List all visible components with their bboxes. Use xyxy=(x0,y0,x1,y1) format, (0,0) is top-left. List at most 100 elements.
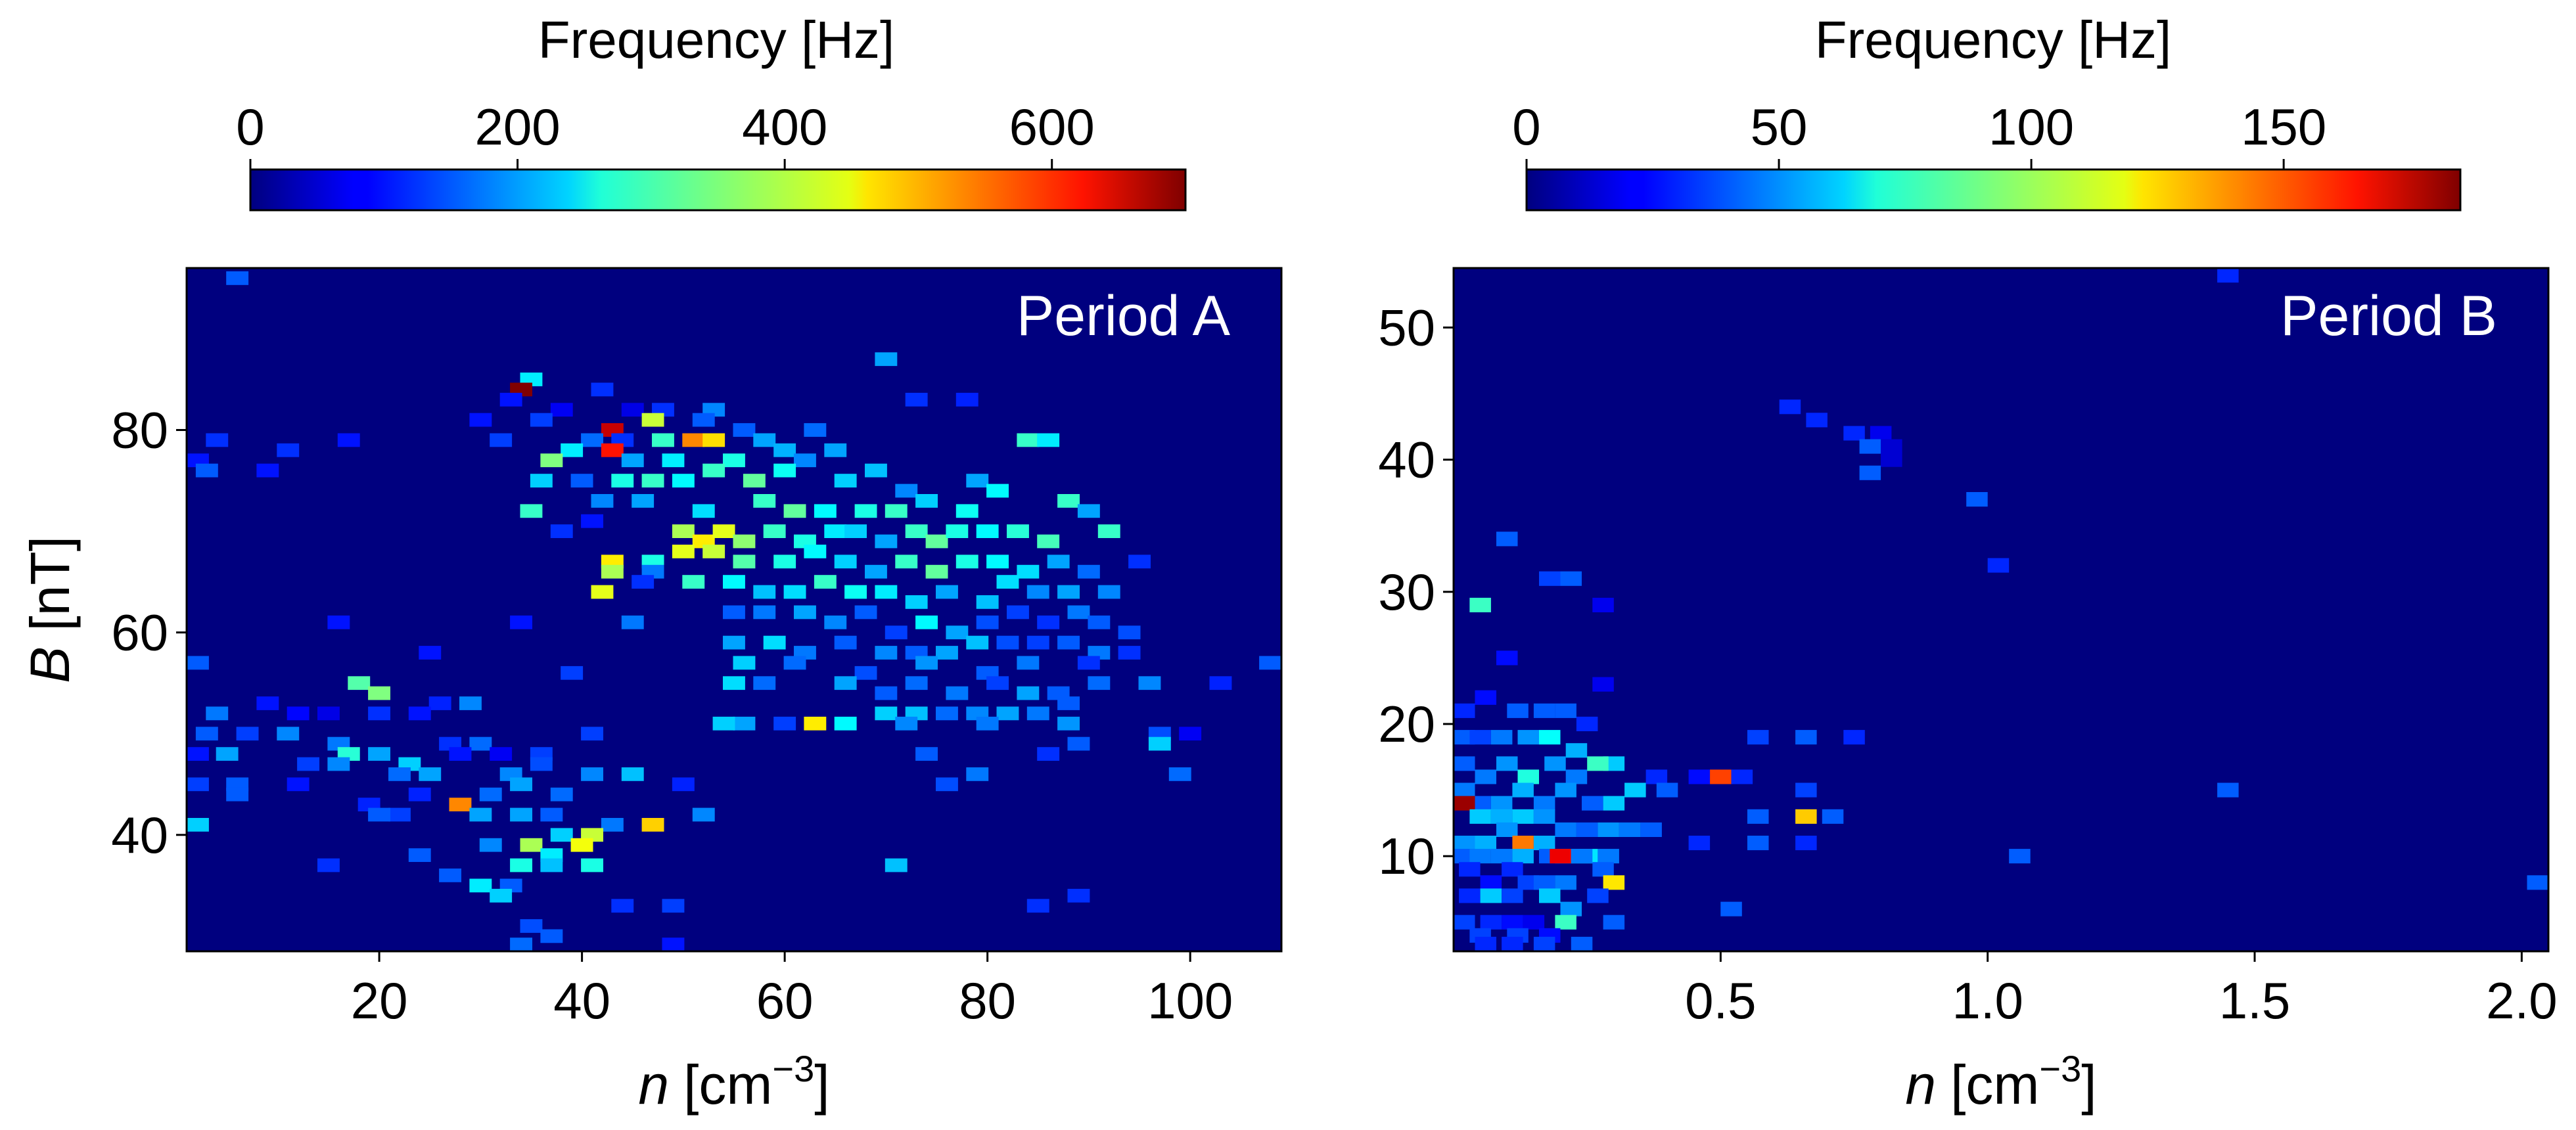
heatmap-b-cell xyxy=(1496,650,1518,666)
heatmap-a-cell xyxy=(814,575,837,589)
heatmap-a-cell xyxy=(581,433,603,447)
heatmap-b-cell xyxy=(1624,782,1646,798)
heatmap-b-cell xyxy=(1859,439,1881,454)
heatmap-a-cell xyxy=(388,807,411,822)
heatmap-a-cell xyxy=(530,757,553,771)
heatmap-a-cell xyxy=(672,474,695,487)
heatmap-a-cell xyxy=(540,453,563,468)
heatmap-b-cell xyxy=(1587,888,1609,903)
heatmap-b-cell xyxy=(1523,915,1545,930)
heatmap-a-cell xyxy=(936,646,958,660)
heatmap-b-cell xyxy=(1533,796,1555,811)
heatmap-a-cell xyxy=(1088,615,1111,629)
heatmap-b-cell xyxy=(1512,836,1534,851)
heatmap-a-cell xyxy=(672,777,695,792)
heatmap-a-cell xyxy=(499,392,522,407)
heatmap-b-frame xyxy=(1452,267,2550,953)
heatmap-b-cell xyxy=(1550,849,1571,864)
heatmap-b-cell xyxy=(1565,769,1588,784)
heatmap-b-cell xyxy=(1469,597,1491,612)
heatmap-a-cell xyxy=(601,443,624,457)
heatmap-b-cell xyxy=(1731,769,1753,784)
heatmap-a-cell xyxy=(408,706,431,721)
heatmap-a-cell xyxy=(936,585,958,599)
heatmap-a-cell xyxy=(692,807,715,822)
heatmap-a-cell xyxy=(570,838,593,852)
heatmap-a-cell xyxy=(1057,635,1080,650)
heatmap-b-cell xyxy=(1592,862,1614,877)
heatmap-b-background xyxy=(1454,268,2548,951)
colorbar-tick-label: 200 xyxy=(475,98,561,156)
heatmap-a-cell xyxy=(865,564,887,579)
heatmap-a-cell xyxy=(1037,433,1060,447)
heatmap-a-cell xyxy=(723,676,745,690)
heatmap-b-cell xyxy=(1496,756,1518,771)
heatmap-b-cell xyxy=(1539,730,1561,745)
heatmap-a-cell xyxy=(591,494,614,508)
heatmap-a-cell xyxy=(672,545,695,558)
heatmap-b-cell xyxy=(1539,571,1561,586)
heatmap-a-cell xyxy=(449,798,472,811)
heatmap-a-cell xyxy=(834,635,857,650)
heatmap-a-cell xyxy=(925,534,948,549)
heatmap-a-cell xyxy=(1077,656,1100,670)
heatmap-a-cell xyxy=(469,736,492,751)
colorbar-tick-label: 150 xyxy=(2241,98,2326,156)
heatmap-a-cell xyxy=(187,777,209,792)
heatmap-a-cell xyxy=(621,403,644,417)
heatmap-a-cell xyxy=(540,929,563,943)
heatmap-a-cell xyxy=(287,777,310,792)
heatmap-b-cell xyxy=(1843,426,1865,441)
heatmap-b-cell xyxy=(1480,915,1502,930)
heatmap-a-cell xyxy=(834,676,857,690)
heatmap-a-cell xyxy=(854,605,877,620)
heatmap-a-cell xyxy=(479,787,502,802)
heatmap-a-cell xyxy=(469,807,492,822)
heatmap-b-cell xyxy=(1560,571,1582,586)
colorbar-a-label: Frequency [Hz] xyxy=(538,11,894,69)
heatmap-a-cell xyxy=(1067,736,1090,751)
x-axis-a-label: n [cm−3] xyxy=(638,1048,829,1116)
colorbar-b-gradient xyxy=(1525,168,2462,212)
heatmap-b-cell xyxy=(1747,836,1769,851)
heatmap-a-cell xyxy=(915,747,938,761)
heatmap-a-cell xyxy=(490,888,513,903)
heatmap-b-cell xyxy=(1555,875,1576,890)
heatmap-a-cell xyxy=(976,615,999,629)
heatmap-b-cell xyxy=(1710,769,1732,784)
heatmap-b-cell xyxy=(1544,756,1566,771)
heatmap-a-cell xyxy=(540,807,563,822)
heatmap-a-cell xyxy=(682,433,705,447)
heatmap-a-cell xyxy=(1118,646,1141,660)
heatmap-a-cell xyxy=(287,706,310,721)
heatmap-a-cell xyxy=(936,777,958,792)
heatmap-a-cell xyxy=(641,474,664,487)
heatmap-a-cell xyxy=(885,858,908,872)
heatmap-a-cell xyxy=(1077,564,1100,579)
heatmap-b-cell xyxy=(1555,915,1576,930)
heatmap-a-cell xyxy=(621,767,644,781)
heatmap-a-cell xyxy=(520,919,543,933)
heatmap-a-cell xyxy=(702,433,725,447)
heatmap-a-cell xyxy=(206,706,229,721)
heatmap-a-cell xyxy=(206,433,229,447)
heatmap-a-cell xyxy=(641,818,664,832)
heatmap-a-cell xyxy=(844,524,867,538)
y-tick-label: 20 xyxy=(1378,695,1435,753)
heatmap-a-cell xyxy=(936,706,958,721)
heatmap-a-cell xyxy=(388,767,411,781)
heatmap-b-cell xyxy=(1688,836,1711,851)
heatmap-a-cell xyxy=(581,727,603,741)
heatmap-a-cell xyxy=(875,352,898,367)
heatmap-b-cell xyxy=(1496,531,1518,547)
heatmap-b-cell xyxy=(1571,849,1593,864)
heatmap-b-cell xyxy=(1459,862,1481,877)
heatmap-b-cell xyxy=(1720,901,1742,916)
heatmap-a-cell xyxy=(1067,888,1090,903)
heatmap-b-cells xyxy=(1454,268,2548,951)
heatmap-a-cell xyxy=(1168,767,1191,781)
heatmap-b-cell xyxy=(1475,690,1496,705)
heatmap-a-cell xyxy=(561,666,584,680)
heatmap-a-cell xyxy=(1057,585,1080,599)
heatmap-a-cell xyxy=(1026,635,1049,650)
